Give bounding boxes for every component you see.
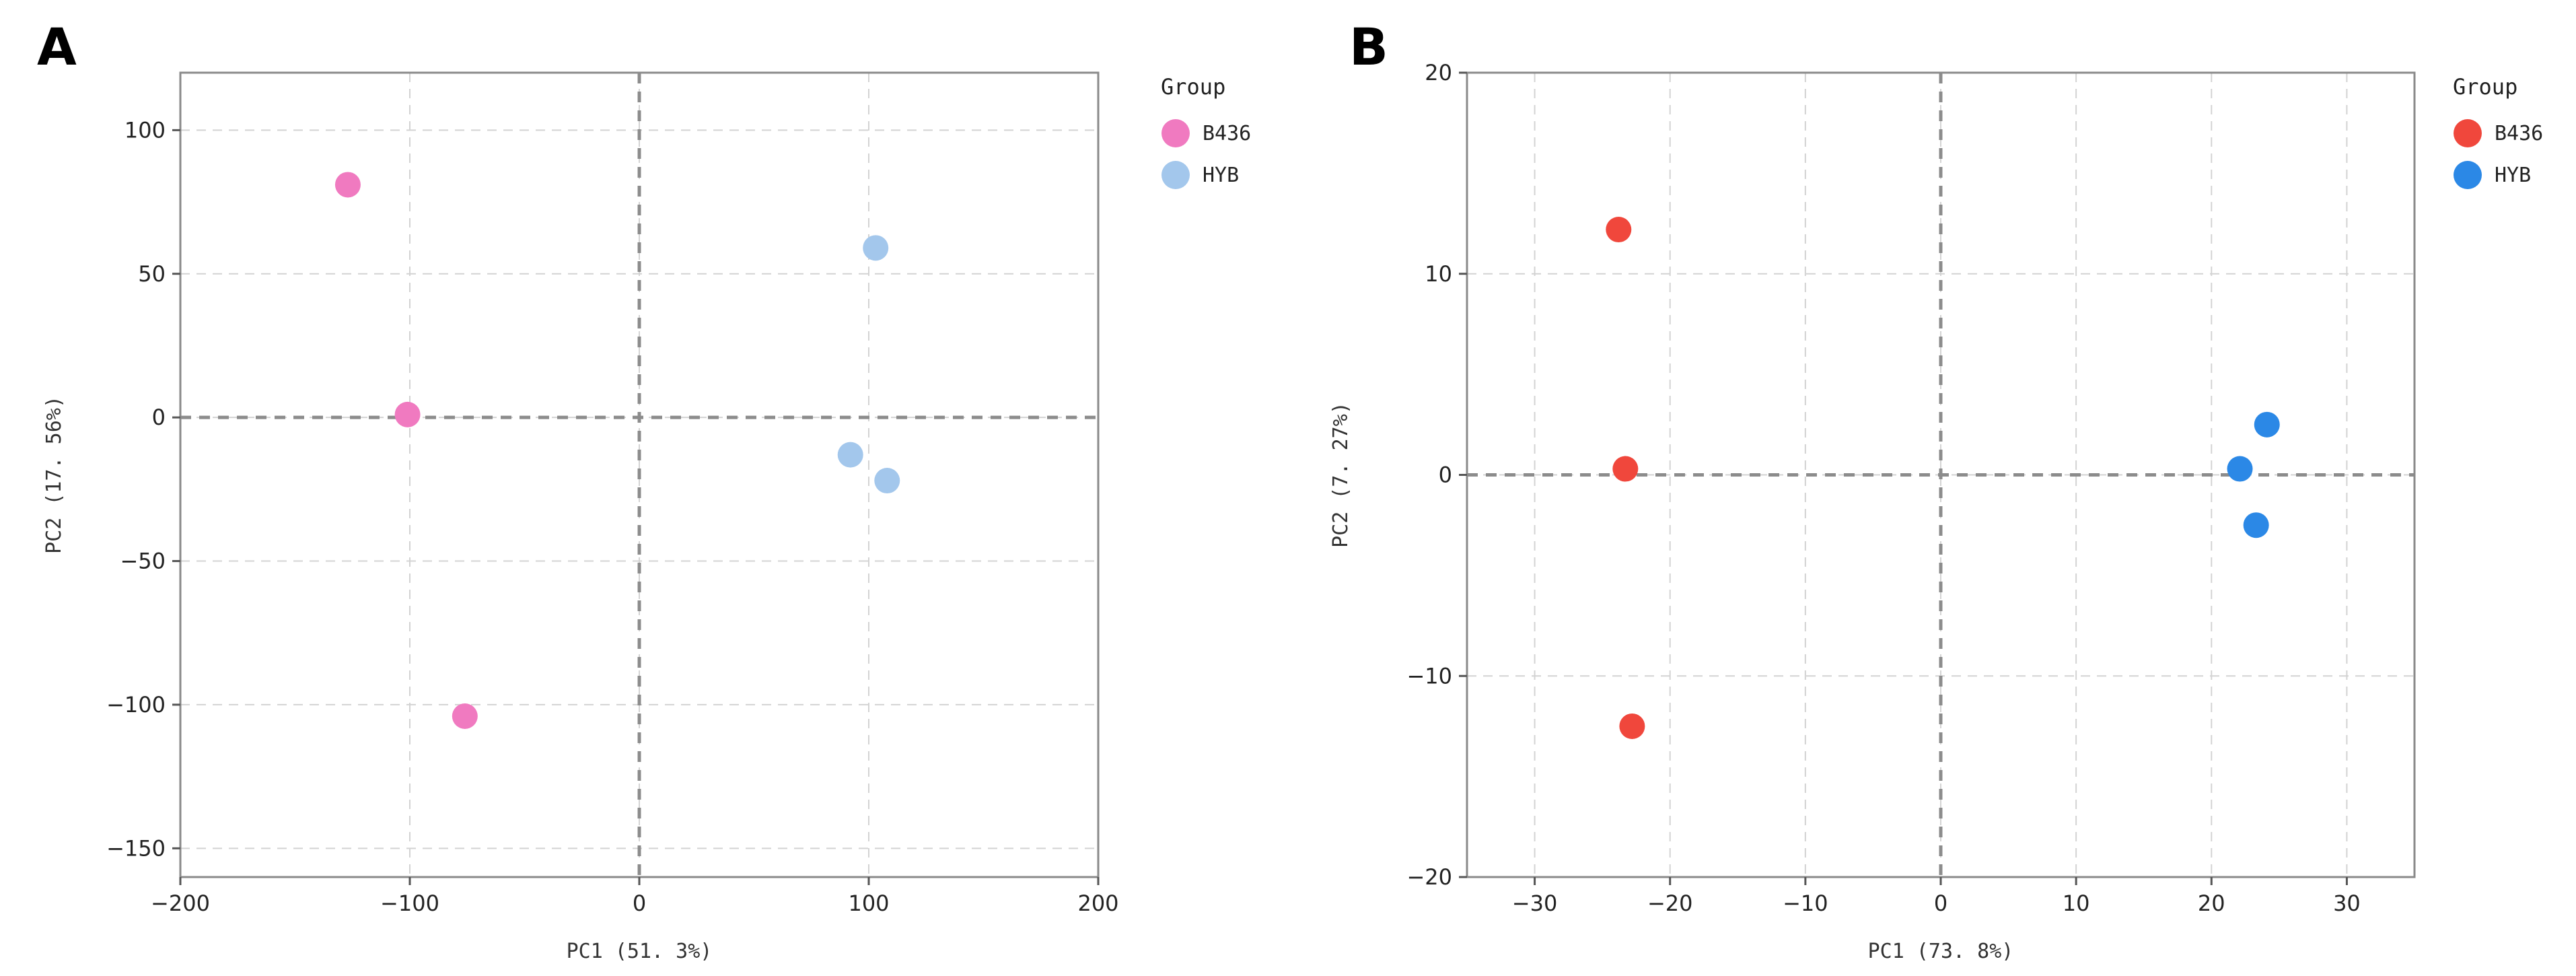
panel-a-y-tick-label: −50: [120, 549, 166, 574]
panel-a-point-b436: [394, 401, 421, 427]
panel-letter-b: B: [1349, 17, 1388, 77]
panel-a-y-tick-label: 50: [138, 261, 166, 287]
panel-b-legend-marker-b436: [2454, 119, 2482, 147]
panel-b-y-tick-label: 10: [1425, 261, 1452, 287]
panel-b-legend-label-hyb: HYB: [2495, 164, 2531, 187]
panel-b-point-hyb: [2227, 456, 2253, 482]
panel-b-x-axis-title: PC1 (73. 8%): [1868, 940, 2014, 963]
panel-a-x-tick-label: 200: [1077, 891, 1118, 916]
panel-b-y-tick-label: −20: [1406, 864, 1452, 890]
panel-b-point-b436: [1612, 456, 1639, 482]
panel-b-y-tick-label: −10: [1406, 663, 1452, 689]
panel-a-x-tick-label: 0: [633, 891, 646, 916]
panel-b-y-axis-title: PC2 (7. 27%): [1329, 402, 1353, 548]
panel-b-x-tick-label: 10: [2063, 891, 2090, 916]
panel-b-x-tick-label: −10: [1783, 891, 1828, 916]
panel-b-point-hyb: [2243, 512, 2269, 538]
panel-b-y-tick-label: 0: [1439, 462, 1452, 488]
panel-a-legend-title: Group: [1161, 74, 1225, 100]
panel-a-chart: −200 −100 0 100 200 100 50 0 −50 −100 −150 PC1 (51.…: [42, 71, 1251, 963]
panel-b-legend-label-b436: B436: [2495, 122, 2543, 145]
panel-b-x-tick-label: −30: [1512, 891, 1558, 916]
panel-b-chart: −30 −20 −10 0 10 20 30 20 10 0 −10 −20 PC1 (73. 8%) P…: [1329, 60, 2543, 963]
panel-b-x-tick-label: 0: [1934, 891, 1947, 916]
panel-a-point-hyb: [874, 468, 900, 494]
panel-b-point-hyb: [2254, 411, 2280, 438]
panel-b-legend-marker-hyb: [2454, 161, 2482, 189]
panel-a-y-tick-label: −100: [106, 692, 166, 718]
panel-a-point-hyb: [837, 442, 863, 468]
panel-b-point-b436: [1619, 713, 1645, 739]
panel-a-legend-marker-hyb: [1161, 161, 1190, 189]
panel-a-legend-label-b436: B436: [1203, 122, 1251, 145]
panel-b-x-tick-label: 20: [2198, 891, 2225, 916]
panel-a-y-axis-title: PC2 (17. 56%): [42, 396, 66, 554]
panel-a-legend-marker-b436: [1161, 119, 1190, 147]
panel-a-y-tick-label: 100: [124, 117, 166, 143]
panel-a-y-tick-label: −150: [106, 835, 166, 861]
panel-b-point-b436: [1606, 217, 1632, 243]
panel-a-x-tick-label: 100: [848, 891, 889, 916]
panel-a-point-hyb: [863, 235, 889, 261]
panel-a-legend-label-hyb: HYB: [1203, 164, 1239, 187]
panel-b-y-tick-label: 20: [1425, 60, 1452, 85]
panel-a-point-b436: [334, 172, 361, 198]
panel-a-x-axis-title: PC1 (51. 3%): [567, 940, 713, 963]
panel-a-point-b436: [452, 703, 478, 729]
panel-b-x-tick-label: 30: [2333, 891, 2361, 916]
panel-b-x-tick-label: −20: [1647, 891, 1693, 916]
panel-a-x-tick-label: −200: [151, 891, 210, 916]
panel-a-x-tick-label: −100: [380, 891, 439, 916]
panel-letter-a: A: [37, 17, 77, 77]
panel-a-y-tick-label: 0: [152, 405, 166, 430]
panel-b-legend-title: Group: [2453, 74, 2517, 100]
